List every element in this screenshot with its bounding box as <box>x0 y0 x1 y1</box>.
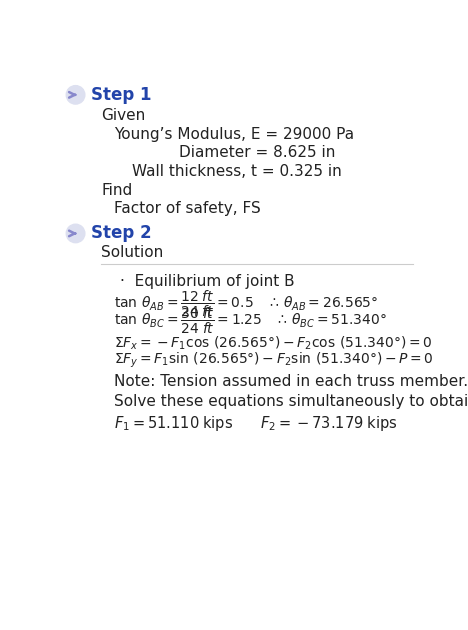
Text: $\tan\,\theta_{BC} = \dfrac{30\;ft}{24\;ft} = 1.25$$\quad \therefore\,\theta_{BC: $\tan\,\theta_{BC} = \dfrac{30\;ft}{24\;… <box>114 306 387 336</box>
Text: Diameter = 8.625 in: Diameter = 8.625 in <box>179 145 335 160</box>
Text: $\tan\,\theta_{AB} = \dfrac{12\;ft}{24\;ft} = 0.5$$\quad \therefore\,\theta_{AB}: $\tan\,\theta_{AB} = \dfrac{12\;ft}{24\;… <box>114 289 379 319</box>
Text: $\Sigma F_y = F_1\sin\,(26.565°) - F_2\sin\,(51.340°) - P = 0$: $\Sigma F_y = F_1\sin\,(26.565°) - F_2\s… <box>114 351 434 370</box>
Text: Solve these equations simultaneously to obtain:: Solve these equations simultaneously to … <box>114 394 468 409</box>
Text: Step 2: Step 2 <box>91 224 152 243</box>
Text: Solution: Solution <box>101 245 163 260</box>
Circle shape <box>66 224 85 243</box>
Text: Given: Given <box>101 108 146 123</box>
Text: Find: Find <box>101 183 132 198</box>
Text: ·  Equilibrium of joint B: · Equilibrium of joint B <box>120 273 295 289</box>
Text: Wall thickness, t = 0.325 in: Wall thickness, t = 0.325 in <box>132 164 342 178</box>
Circle shape <box>66 86 85 104</box>
Text: $F_1 = 51.110\;\mathrm{kips}$$\quad\quad F_2 = -73.179\;\mathrm{kips}$: $F_1 = 51.110\;\mathrm{kips}$$\quad\quad… <box>114 414 398 433</box>
Text: Factor of safety, FS: Factor of safety, FS <box>114 202 261 216</box>
Text: $\Sigma F_x = -F_1\cos\,(26.565°) - F_2\cos\,(51.340°) = 0$: $\Sigma F_x = -F_1\cos\,(26.565°) - F_2\… <box>114 335 432 352</box>
Text: Young’s Modulus, E = 29000 Pa: Young’s Modulus, E = 29000 Pa <box>114 127 354 142</box>
Text: Note: Tension assumed in each truss member.: Note: Tension assumed in each truss memb… <box>114 374 468 389</box>
Text: Step 1: Step 1 <box>91 86 152 104</box>
